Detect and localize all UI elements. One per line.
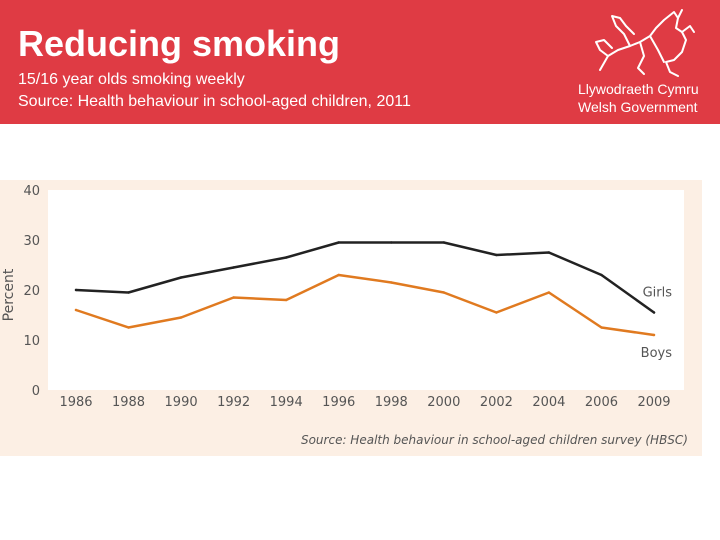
data-point-girls [74, 288, 78, 292]
data-point-girls [652, 311, 656, 314]
data-point-boys [74, 308, 78, 312]
x-tick-label: 1990 [165, 395, 198, 410]
y-tick-label: 40 [23, 184, 40, 199]
data-point-girls [179, 276, 183, 279]
data-point-boys [284, 298, 288, 302]
dragon-icon [595, 9, 695, 77]
series-line-girls [74, 241, 656, 314]
logo-line-english: Welsh Government [578, 99, 698, 115]
x-tick-label: 2009 [637, 395, 670, 410]
plot-area [48, 190, 684, 390]
series-label-girls: Girls [643, 286, 673, 301]
y-tick-label: 30 [23, 234, 40, 249]
chart-source-note: Source: Health behaviour in school-aged … [301, 433, 688, 447]
x-tick-label: 1998 [375, 395, 408, 410]
slide-source: Source: Health behaviour in school-aged … [18, 93, 411, 110]
title-banner: Reducing smoking 15/16 year olds smoking… [0, 0, 720, 124]
welsh-government-logo: Llywodraeth Cymru Welsh Government [578, 6, 702, 120]
slide-title: Reducing smoking [18, 23, 341, 64]
x-tick-label: 2006 [585, 395, 618, 410]
data-point-girls [442, 241, 446, 244]
data-point-boys [547, 291, 551, 294]
smoking-line-chart: 0 10 20 30 40 1986 1988 1990 1992 1994 1996 1998 200… [1, 184, 688, 447]
data-point-girls [284, 256, 288, 259]
y-axis-label: Percent [1, 268, 17, 321]
x-tick-label: 1992 [217, 395, 250, 410]
logo-text: Llywodraeth Cymru Welsh Government [578, 80, 702, 116]
data-point-girls [390, 241, 393, 244]
data-point-boys [390, 281, 393, 284]
x-tick-label: 2002 [480, 395, 513, 410]
x-tick-label: 1986 [59, 395, 92, 410]
data-point-boys [495, 311, 498, 314]
data-point-boys [337, 273, 340, 277]
slide-subtitle: 15/16 year olds smoking weekly [18, 71, 245, 88]
x-tick-label: 2004 [532, 395, 565, 410]
data-point-boys [442, 291, 446, 294]
x-tick-label: 2000 [427, 395, 460, 410]
data-point-boys [232, 296, 235, 299]
data-point-boys [600, 326, 603, 329]
y-tick-label: 20 [23, 284, 40, 299]
data-point-girls [547, 251, 551, 254]
data-point-boys [179, 316, 183, 319]
x-tick-label: 1996 [322, 395, 355, 410]
logo-line-welsh: Llywodraeth Cymru [578, 81, 699, 97]
x-tick-label: 1994 [270, 395, 303, 410]
series-line-boys [74, 273, 656, 337]
data-point-boys [652, 333, 656, 337]
data-point-girls [337, 241, 340, 244]
y-tick-label: 10 [23, 334, 40, 349]
data-point-boys [127, 326, 130, 329]
data-point-girls [127, 291, 130, 294]
data-point-girls [600, 273, 603, 277]
series-label-boys: Boys [641, 346, 673, 361]
y-tick-label: 0 [32, 384, 40, 399]
data-point-girls [232, 266, 235, 269]
chart-panel: 0 10 20 30 40 1986 1988 1990 1992 1994 1996 1998 200… [0, 180, 702, 456]
data-point-girls [495, 253, 498, 257]
x-tick-label: 1988 [112, 395, 145, 410]
